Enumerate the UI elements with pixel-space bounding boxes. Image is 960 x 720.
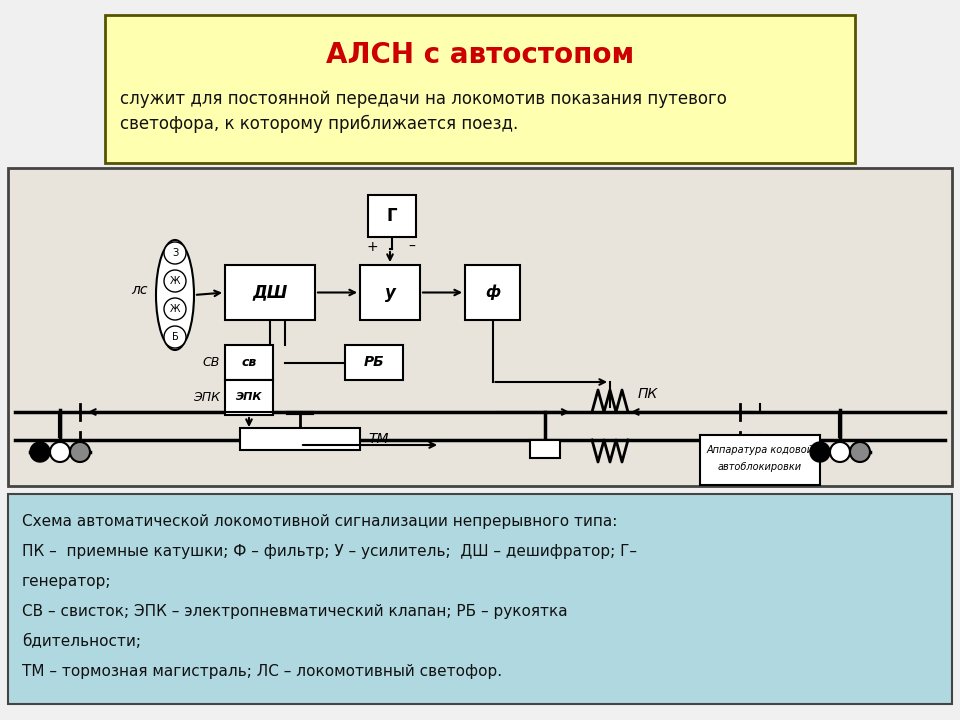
Bar — [105, 15, 855, 163]
Text: АЛСН с автостопом: АЛСН с автостопом — [325, 41, 635, 69]
Bar — [225, 380, 273, 415]
Text: служит для постоянной передачи на локомотив показания путевого
светофора, к кото: служит для постоянной передачи на локомо… — [120, 90, 727, 133]
Circle shape — [810, 442, 830, 462]
Bar — [360, 265, 420, 320]
Circle shape — [830, 442, 850, 462]
Text: ЭПК: ЭПК — [193, 391, 220, 404]
Text: бдительности;: бдительности; — [22, 634, 141, 649]
Circle shape — [850, 442, 870, 462]
Bar — [8, 494, 952, 704]
Circle shape — [70, 442, 90, 462]
Circle shape — [164, 270, 186, 292]
Text: Б: Б — [172, 332, 179, 342]
Bar — [700, 435, 820, 485]
Text: ДШ: ДШ — [252, 284, 288, 302]
Text: у: у — [385, 284, 396, 302]
Text: СВ: СВ — [203, 356, 220, 369]
Text: ПК –  приемные катушки; Ф – фильтр; У – усилитель;  ДШ – дешифратор; Г–: ПК – приемные катушки; Ф – фильтр; У – у… — [22, 544, 637, 559]
Text: Аппаратура кодовой: Аппаратура кодовой — [707, 445, 813, 455]
Bar — [530, 440, 560, 458]
Circle shape — [164, 242, 186, 264]
Text: СВ – свисток; ЭПК – электропневматический клапан; РБ – рукоятка: СВ – свисток; ЭПК – электропневматически… — [22, 604, 567, 619]
Text: РБ: РБ — [364, 356, 384, 369]
Text: ТМ – тормозная магистраль; ЛС – локомотивный светофор.: ТМ – тормозная магистраль; ЛС – локомоти… — [22, 664, 502, 679]
Circle shape — [50, 442, 70, 462]
Text: св: св — [241, 356, 256, 369]
Bar — [225, 265, 315, 320]
Bar — [8, 168, 952, 486]
Bar — [225, 345, 273, 380]
Text: +: + — [366, 240, 378, 254]
Text: лс: лс — [132, 283, 148, 297]
Text: ЭПК: ЭПК — [236, 392, 262, 402]
Text: ТМ: ТМ — [368, 432, 389, 446]
Bar — [345, 345, 403, 380]
Text: –: – — [409, 240, 416, 254]
Text: автоблокировки: автоблокировки — [718, 462, 802, 472]
Text: Г: Г — [387, 207, 397, 225]
Bar — [368, 195, 416, 237]
Circle shape — [30, 442, 50, 462]
Bar — [465, 265, 520, 320]
Circle shape — [164, 326, 186, 348]
Text: З: З — [172, 248, 179, 258]
Ellipse shape — [156, 240, 194, 350]
Text: генератор;: генератор; — [22, 574, 111, 589]
Bar — [240, 428, 360, 450]
Circle shape — [164, 298, 186, 320]
Text: ПК: ПК — [638, 387, 659, 401]
Text: Схема автоматической локомотивной сигнализации непрерывного типа:: Схема автоматической локомотивной сигнал… — [22, 514, 617, 529]
Text: Ж: Ж — [170, 276, 180, 286]
Text: Ж: Ж — [170, 304, 180, 314]
Text: ф: ф — [485, 284, 500, 300]
